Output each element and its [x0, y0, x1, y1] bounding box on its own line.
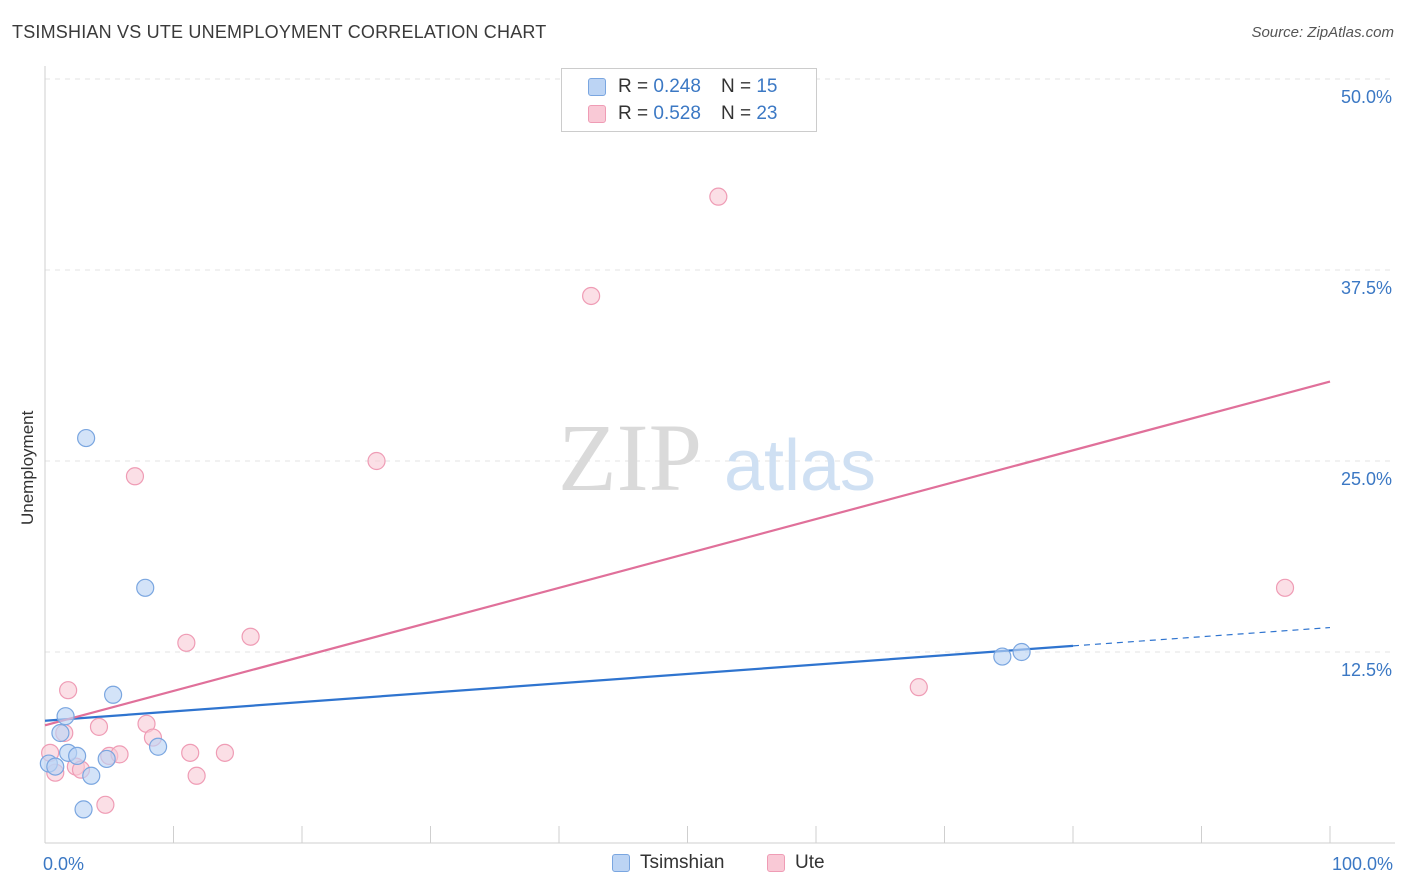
ute-point [187, 766, 206, 785]
ute-swatch [588, 105, 606, 123]
tsimshian-legend-label: Tsimshian [640, 852, 725, 873]
ute-point [89, 717, 109, 736]
y-tick-label: 25.0% [1341, 469, 1392, 489]
ute-point [59, 681, 78, 700]
x-tick-label: 100.0% [1332, 854, 1393, 874]
bottom-legend-tsimshian: Tsimshian [612, 852, 724, 874]
source-label: Source: ZipAtlas.com [1251, 24, 1394, 41]
legend-r-label: R = [618, 76, 649, 97]
tsimshian-point [104, 685, 123, 704]
ute-point [909, 678, 928, 697]
tsimshian-trend-extension [1072, 626, 1331, 647]
legend-n-tsimshian: 15 [756, 76, 778, 97]
legend-n-ute: 23 [756, 103, 778, 124]
ute-legend-swatch [767, 854, 785, 872]
tsimshian-point [993, 647, 1012, 666]
tsimshian-point [97, 749, 116, 769]
tsimshian-point [77, 428, 96, 448]
x-tick-label: 0.0% [43, 854, 84, 874]
tsimshian-point [68, 746, 87, 766]
legend-r-label: R = [618, 103, 649, 124]
trend-lines [44, 380, 1331, 727]
y-axis-label: Unemployment [18, 410, 37, 525]
watermark-zip: ZIP [558, 404, 702, 511]
legend-n-label: N = [720, 76, 752, 97]
ute-point [181, 743, 200, 762]
tsimshian-point [51, 723, 70, 743]
ute-point [241, 627, 260, 646]
legend-n-label: N = [720, 103, 752, 124]
ute-point [96, 795, 115, 814]
tsimshian-trend-line [44, 644, 1074, 722]
tsimshian-points [39, 428, 1031, 819]
ute-point [367, 451, 386, 471]
tsimshian-point [148, 737, 168, 756]
ute-trend-line [44, 380, 1331, 727]
legend-r-ute: 0.528 [653, 103, 701, 124]
chart-title: TSIMSHIAN VS UTE UNEMPLOYMENT CORRELATIO… [12, 22, 547, 42]
tick-labels: 12.5% 25.0% 37.5% 50.0% 0.0% 100.0% [43, 87, 1393, 874]
watermark-atlas: atlas [724, 426, 876, 506]
ute-point [582, 286, 601, 306]
ute-point [125, 467, 145, 486]
legend-r-tsimshian: 0.248 [653, 76, 701, 97]
ute-point [215, 743, 234, 762]
gridlines [45, 78, 1395, 653]
legend: R = 0.248 N = 15 R = 0.528 N = 23 [561, 68, 817, 132]
tsimshian-point [46, 757, 65, 776]
tsimshian-swatch [588, 78, 606, 96]
tsimshian-legend-swatch [612, 854, 630, 872]
ute-point [709, 187, 728, 206]
watermark: ZIP atlas [558, 404, 876, 511]
tsimshian-point [1012, 642, 1031, 662]
ute-point [177, 633, 196, 652]
y-tick-label: 37.5% [1341, 278, 1392, 298]
axes [44, 66, 1395, 844]
tsimshian-point [136, 578, 155, 597]
tsimshian-point [56, 707, 75, 726]
legend-row-tsimshian: R = 0.248 N = 15 [588, 75, 777, 99]
y-tick-label: 50.0% [1341, 87, 1392, 107]
ute-point [1275, 578, 1295, 597]
tsimshian-point [82, 766, 101, 785]
y-tick-label: 12.5% [1341, 660, 1392, 680]
legend-row-ute: R = 0.528 N = 23 [588, 102, 777, 126]
bottom-legend-ute: Ute [767, 852, 825, 874]
tsimshian-point [74, 800, 93, 819]
ute-legend-label: Ute [795, 852, 825, 873]
